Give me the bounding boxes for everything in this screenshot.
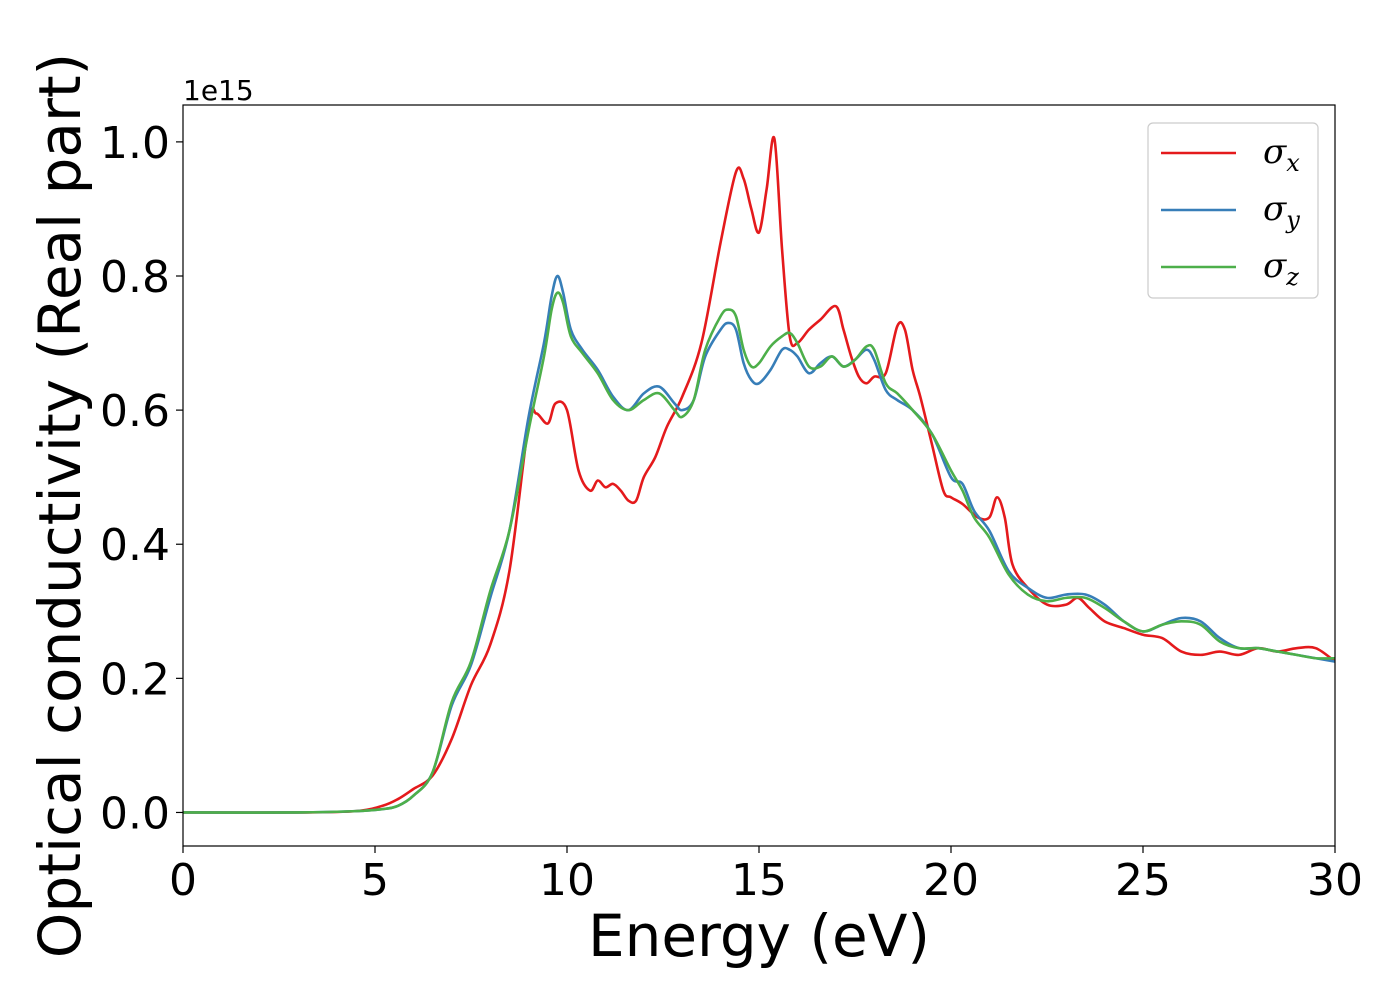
y-offset-text: 1e15 bbox=[183, 74, 254, 107]
x-tick-label: 30 bbox=[1307, 855, 1363, 906]
series-line-y bbox=[183, 274, 1335, 814]
series-layer bbox=[183, 135, 1335, 814]
legend-label-z: σz bbox=[1263, 246, 1299, 291]
x-tick-label: 20 bbox=[923, 855, 979, 906]
series-line-z bbox=[183, 291, 1335, 814]
x-axis-label: Energy (eV) bbox=[588, 902, 930, 970]
y-tick-label: 0.0 bbox=[100, 788, 170, 839]
legend-label-y: σy bbox=[1263, 189, 1300, 234]
y-tick-label: 0.6 bbox=[100, 386, 170, 437]
legend: σx σy σz bbox=[1147, 122, 1319, 299]
x-tick-label: 5 bbox=[361, 855, 389, 906]
y-axis-label: Optical conductivity (Real part) bbox=[26, 53, 94, 958]
y-tick-label: 1.0 bbox=[100, 118, 170, 169]
x-tick-label: 10 bbox=[539, 855, 595, 906]
x-tick-label: 15 bbox=[731, 855, 787, 906]
x-tick-label: 0 bbox=[169, 855, 197, 906]
y-tick-label: 0.4 bbox=[100, 520, 170, 571]
ticks-layer: 0 5 10 15 20 25 30 0.0 0.2 0.4 0.6 0.8 1.0 bbox=[100, 118, 1363, 906]
y-tick-label: 0.8 bbox=[100, 252, 170, 303]
legend-label-x: σx bbox=[1263, 132, 1300, 177]
y-tick-label: 0.2 bbox=[100, 654, 170, 705]
x-tick-label: 25 bbox=[1115, 855, 1171, 906]
